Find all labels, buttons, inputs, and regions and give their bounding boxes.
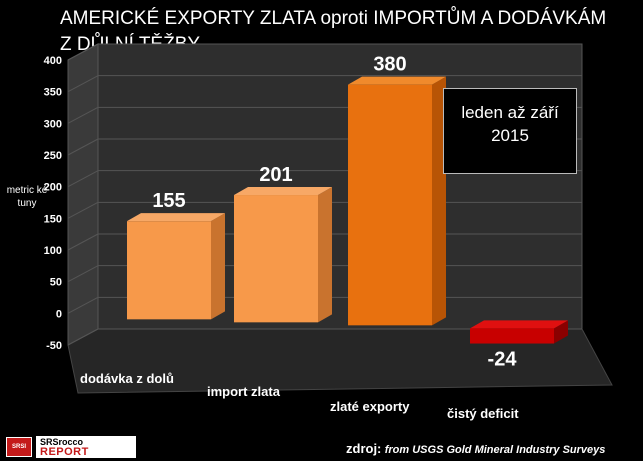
bar-side — [432, 76, 446, 326]
bar-front — [127, 221, 211, 320]
data-labels: 155 201 380 -24 — [152, 54, 517, 371]
data-label: -24 — [488, 349, 518, 371]
bar-front — [470, 328, 554, 344]
source-label: zdroj: — [346, 441, 382, 456]
bar-front — [348, 84, 432, 326]
period-annotation-line1: leden až září — [461, 103, 559, 122]
gridline-side — [67, 75, 99, 93]
data-label: 201 — [259, 164, 292, 186]
y-axis-label: metric ké tuny — [6, 185, 48, 209]
bar — [127, 213, 225, 320]
bar-top — [127, 213, 225, 222]
period-annotation-line2: 2015 — [491, 126, 529, 145]
bar-side — [211, 213, 225, 320]
y-tick-label: 300 — [44, 118, 62, 130]
y-tick-label: 400 — [44, 55, 62, 67]
bar-side — [318, 187, 332, 323]
bar — [470, 320, 568, 344]
y-tick-label: 50 — [50, 277, 62, 289]
bar-front — [234, 195, 318, 323]
y-axis-ticks: -50 0 50 100 150 200 250 300 350 400 — [44, 55, 62, 352]
category-labels: dodávka z dolů import zlata zlaté exporty č… — [80, 371, 519, 421]
y-tick-label: -50 — [46, 340, 62, 352]
data-label: 155 — [152, 190, 185, 212]
gridline-side — [67, 296, 99, 314]
bar-side — [554, 320, 568, 344]
bar-top — [470, 320, 568, 329]
category-label: zlaté exporty — [330, 399, 410, 414]
category-label: čistý deficit — [447, 406, 519, 421]
gridline-side — [67, 170, 99, 188]
category-label: import zlata — [207, 384, 281, 399]
y-tick-label: 150 — [44, 213, 62, 225]
category-label: dodávka z dolů — [80, 371, 174, 386]
gridline-side — [67, 233, 99, 251]
gridline-side — [67, 43, 99, 61]
source-text: from USGS Gold Mineral Industry Surveys — [384, 444, 606, 456]
y-tick-label: 200 — [44, 182, 62, 194]
source-note: zdroj: from USGS Gold Mineral Industry S… — [346, 441, 605, 456]
gridline-side — [67, 328, 99, 346]
chart-bars — [127, 76, 568, 344]
gridline-side — [67, 265, 99, 283]
logo-emblem: SRSI — [6, 437, 32, 457]
bar — [348, 76, 446, 326]
bar-top — [234, 187, 332, 196]
bar-top — [348, 76, 446, 85]
data-label: 380 — [373, 54, 406, 76]
gridline-side — [67, 201, 99, 219]
gridline-side — [67, 106, 99, 124]
bar — [234, 187, 332, 323]
y-tick-label: 0 — [56, 308, 62, 320]
y-tick-label: 250 — [44, 150, 62, 162]
logo-line1: SRSrocco — [40, 437, 84, 447]
gridline-side — [67, 138, 99, 156]
period-annotation: leden až září 2015 — [443, 88, 577, 174]
y-tick-label: 350 — [44, 87, 62, 99]
logo-brand: SRSrocco REPORT — [36, 436, 136, 458]
y-tick-label: 100 — [44, 245, 62, 257]
srsrocco-logo: SRSI SRSrocco REPORT — [6, 436, 136, 458]
logo-line2: REPORT — [40, 446, 89, 458]
